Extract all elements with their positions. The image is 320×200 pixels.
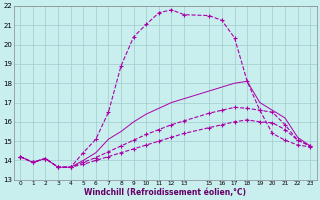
X-axis label: Windchill (Refroidissement éolien,°C): Windchill (Refroidissement éolien,°C) xyxy=(84,188,246,197)
